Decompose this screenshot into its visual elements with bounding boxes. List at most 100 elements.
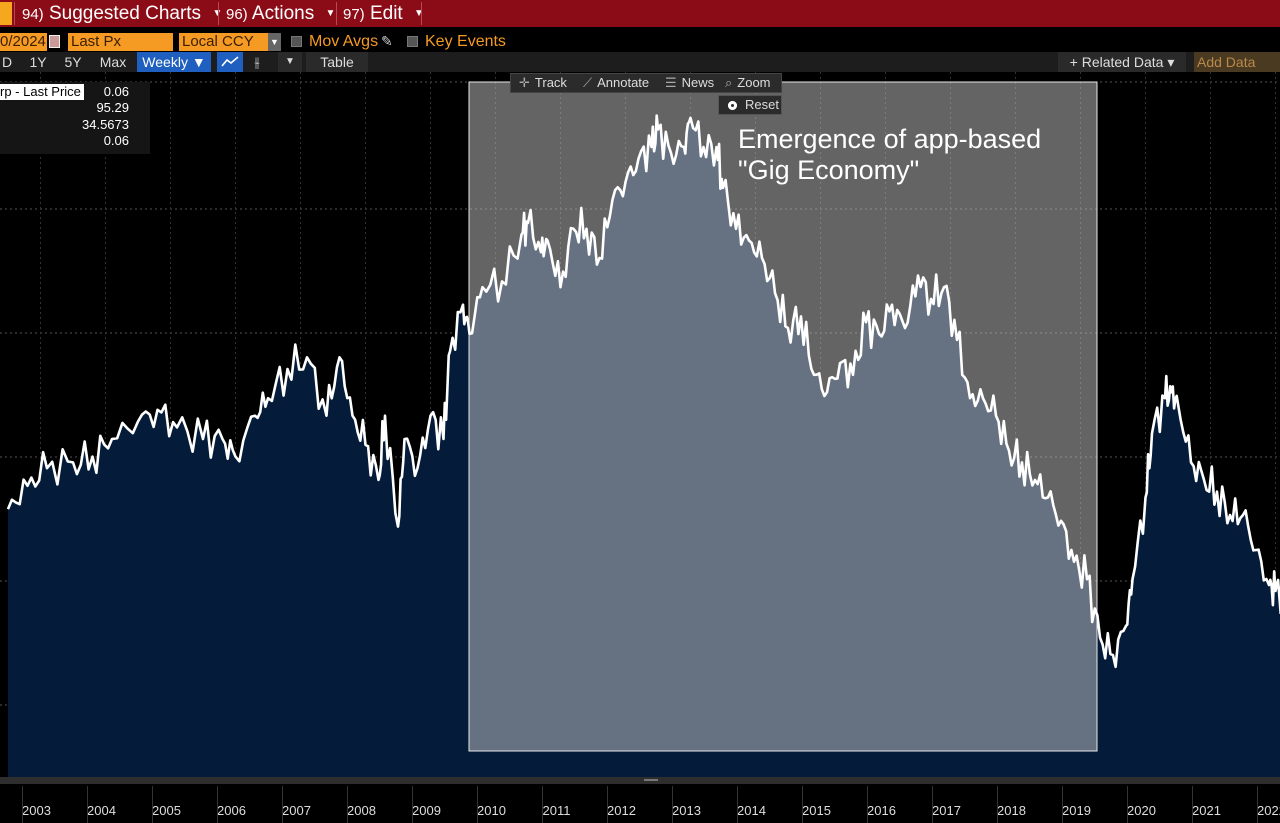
x-tick-label: 2010: [477, 803, 506, 818]
legend-value: 34.5673: [82, 117, 129, 132]
x-tick-separator: [672, 786, 673, 823]
x-tick-separator: [607, 786, 608, 823]
add-data-input[interactable]: Add Data: [1194, 52, 1280, 72]
caret-down-icon: ▼: [414, 8, 424, 20]
edit-menu[interactable]: 97) Edit ▼: [343, 0, 424, 27]
currency-dropdown-icon[interactable]: ▼: [268, 33, 281, 51]
reset-button[interactable]: Reset: [718, 95, 782, 115]
track-label: Track: [534, 75, 567, 90]
x-tick-separator: [217, 786, 218, 823]
x-tick-separator: [87, 786, 88, 823]
x-tick-label: 2008: [347, 803, 376, 818]
zoom-icon: ⌕: [725, 75, 733, 90]
x-tick-label: 2014: [737, 803, 766, 818]
price-chart[interactable]: [0, 72, 1280, 784]
menu-separator: [421, 2, 422, 25]
annotate-label: Annotate: [597, 75, 650, 90]
track-button[interactable]: ✛ Track: [519, 74, 567, 92]
calendar-icon[interactable]: [49, 35, 60, 48]
x-tick-label: 2013: [672, 803, 701, 818]
chart-annotation[interactable]: Emergence of app-based "Gig Economy": [738, 124, 1042, 185]
crosshair-icon: ✛: [519, 75, 530, 90]
key-events-label[interactable]: Key Events: [425, 33, 506, 50]
price-line: [6, 114, 1280, 669]
period-select[interactable]: Weekly ▼: [137, 52, 211, 72]
x-tick-separator: [1257, 786, 1258, 823]
x-tick-separator: [867, 786, 868, 823]
key-events-checkbox[interactable]: [407, 36, 418, 47]
legend-row: 34.5673: [0, 117, 150, 133]
pencil-icon[interactable]: ✎: [381, 33, 393, 49]
legend-row: 0.06: [0, 84, 150, 100]
zoom-button[interactable]: ⌕ Zoom: [725, 74, 771, 92]
legend-row: 95.29: [0, 100, 150, 116]
x-tick-label: 2022: [1257, 803, 1280, 818]
menu-label: Edit: [369, 3, 403, 24]
news-button[interactable]: ☰ News: [665, 74, 714, 92]
actions-menu[interactable]: 96) Actions ▼: [226, 0, 335, 27]
x-tick-separator: [347, 786, 348, 823]
range-button-5y[interactable]: 5Y: [64, 54, 82, 70]
table-button[interactable]: Table: [306, 52, 368, 72]
scroll-handle: [644, 779, 658, 781]
menu-number: 97): [343, 6, 365, 23]
x-tick-label: 2016: [867, 803, 896, 818]
news-label: News: [681, 75, 715, 90]
legend-value: 0.06: [103, 84, 129, 99]
caret-down-icon: ▼: [212, 8, 222, 19]
x-tick-separator: [997, 786, 998, 823]
annotate-button[interactable]: ⟋ Annotate: [583, 74, 649, 92]
range-button-1y[interactable]: 1Y: [29, 54, 47, 70]
chart-toolbar: ✛ Track ⟋ Annotate ☰ News ⌕ Zoom: [510, 73, 782, 93]
x-tick-label: 2009: [412, 803, 441, 818]
x-tick-separator: [802, 786, 803, 823]
x-tick-label: 2017: [932, 803, 961, 818]
menu-number: 94): [22, 6, 44, 23]
scroll-track: [0, 777, 1280, 784]
zoom-label: Zoom: [737, 75, 771, 90]
range-button-max[interactable]: Max: [99, 54, 127, 70]
x-tick-label: 2015: [802, 803, 831, 818]
x-tick-separator: [282, 786, 283, 823]
news-icon: ☰: [665, 75, 677, 90]
chart-type-dropdown-icon[interactable]: ▼: [278, 52, 302, 72]
x-tick-label: 2012: [607, 803, 636, 818]
x-tick-separator: [932, 786, 933, 823]
x-tick-label: 2006: [217, 803, 246, 818]
reset-label: Reset: [745, 97, 779, 112]
x-tick-separator: [22, 786, 23, 823]
x-tick-separator: [1192, 786, 1193, 823]
x-tick-label: 2004: [87, 803, 116, 818]
x-tick-separator: [152, 786, 153, 823]
x-tick-label: 2007: [282, 803, 311, 818]
date-field[interactable]: 0/2024: [0, 33, 47, 51]
x-tick-label: 2020: [1127, 803, 1156, 818]
legend-row: 0.06: [0, 133, 150, 149]
menu-bar: 94) Suggested Charts ▼ 96) Actions ▼ 97)…: [0, 0, 1280, 27]
line-chart-icon[interactable]: [217, 52, 243, 72]
x-tick-separator: [737, 786, 738, 823]
legend-value: 95.29: [96, 100, 129, 115]
x-tick-label: 2019: [1062, 803, 1091, 818]
menu-label: Actions: [251, 3, 315, 24]
suggested-charts-menu[interactable]: 94) Suggested Charts ▼: [22, 0, 222, 27]
annotate-icon: ⟋: [583, 75, 593, 90]
x-tick-separator: [1062, 786, 1063, 823]
menu-separator: [218, 2, 219, 25]
x-tick-label: 2018: [997, 803, 1026, 818]
x-tick-separator: [542, 786, 543, 823]
menu-number: 96): [226, 6, 248, 23]
menu-stub[interactable]: [0, 2, 12, 25]
mov-avgs-checkbox[interactable]: [291, 36, 302, 47]
related-data-button[interactable]: + Related Data ▾: [1058, 52, 1186, 72]
menu-label: Suggested Charts: [48, 3, 202, 24]
menu-separator: [14, 2, 15, 25]
bar-chart-icon[interactable]: ⫳: [254, 54, 260, 70]
currency-select[interactable]: Local CCY: [179, 33, 268, 51]
x-tick-label: 2011: [542, 803, 571, 818]
mov-avgs-label[interactable]: Mov Avgs: [309, 33, 379, 50]
legend-title[interactable]: rp - Last Price: [0, 84, 84, 100]
legend-box: rp - Last Price 0.06 95.29 34.5673 0.06: [0, 82, 150, 154]
price-field-select[interactable]: Last Px: [68, 33, 173, 51]
range-button-d[interactable]: D: [1, 54, 13, 70]
